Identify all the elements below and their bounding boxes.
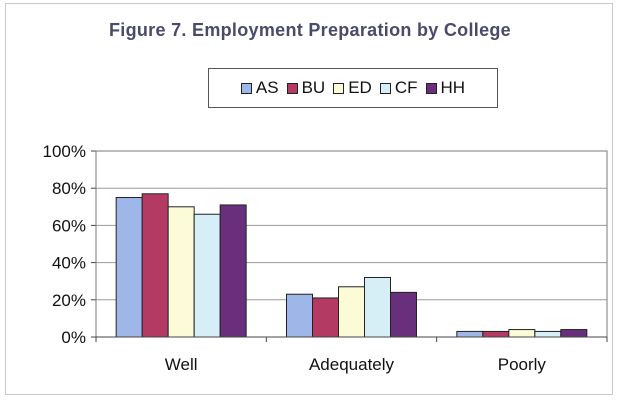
y-tick-label: 80% xyxy=(52,179,86,198)
bar-ed-poorly xyxy=(508,329,536,338)
legend-swatch-cf xyxy=(379,82,391,94)
bar-bu-poorly xyxy=(482,330,510,338)
x-tick-label: Well xyxy=(165,355,198,374)
legend-item-hh: HH xyxy=(425,78,466,98)
legend-item-ed: ED xyxy=(333,78,372,98)
x-tick-label: Poorly xyxy=(498,355,547,374)
legend-item-bu: BU xyxy=(286,78,326,98)
y-tick-label: 60% xyxy=(52,216,86,235)
bar-as-adequately xyxy=(286,293,313,338)
bar-hh-poorly xyxy=(560,329,588,338)
x-tick-label: Adequately xyxy=(309,355,395,374)
bar-hh-well xyxy=(219,204,247,338)
chart-legend: AS BU ED CF HH xyxy=(208,68,498,108)
bar-cf-adequately xyxy=(364,276,391,338)
legend-label-hh: HH xyxy=(440,78,466,97)
bar-as-well xyxy=(115,197,143,338)
y-tick-label: 100% xyxy=(43,142,86,161)
bar-cf-well xyxy=(193,213,221,338)
bar-hh-adequately xyxy=(390,291,417,338)
legend-swatch-hh xyxy=(425,82,437,94)
bar-ed-adequately xyxy=(338,286,365,338)
bar-cf-poorly xyxy=(534,330,562,338)
bar-bu-adequately xyxy=(312,297,339,338)
legend-label-cf: CF xyxy=(394,78,418,97)
legend-item-as: AS xyxy=(240,78,279,98)
y-tick-label: 20% xyxy=(52,291,86,310)
legend-item-cf: CF xyxy=(379,78,418,98)
legend-swatch-ed xyxy=(333,82,345,94)
bar-as-poorly xyxy=(456,330,484,338)
bar-bu-well xyxy=(141,193,169,338)
legend-label-as: AS xyxy=(255,78,279,97)
legend-swatch-as xyxy=(240,82,252,94)
legend-label-bu: BU xyxy=(301,78,326,97)
y-tick-label: 0% xyxy=(61,328,86,347)
y-tick-label: 40% xyxy=(52,254,86,273)
legend-swatch-bu xyxy=(286,82,298,94)
bar-ed-well xyxy=(167,206,195,338)
chart-title: Figure 7. Employment Preparation by Coll… xyxy=(109,20,511,40)
legend-label-ed: ED xyxy=(348,78,372,97)
